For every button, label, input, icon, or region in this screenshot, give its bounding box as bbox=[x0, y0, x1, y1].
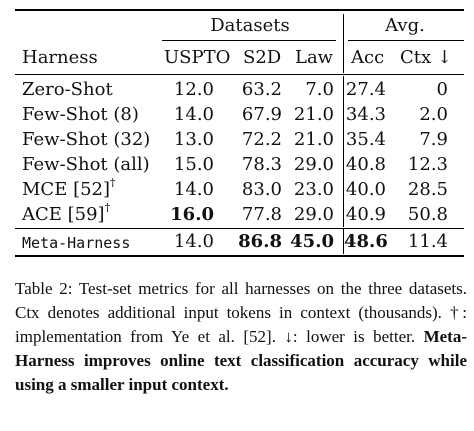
col-header-law: Law bbox=[295, 47, 334, 68]
row-cell-uspto: 12.0 bbox=[173, 79, 214, 100]
row-cell-uspto: 13.0 bbox=[173, 129, 214, 150]
row-cell-uspto: 14.0 bbox=[173, 104, 214, 125]
row-cell-ctx: 12.3 bbox=[407, 154, 448, 175]
table-caption: Table 2: Test-set metrics for all harnes… bbox=[15, 277, 467, 397]
row-name-text: MCE [52] bbox=[22, 179, 111, 200]
row-cell-uspto: 14.0 bbox=[173, 179, 214, 200]
row-cell-acc: 40.9 bbox=[345, 204, 386, 225]
row-cell-ctx: 7.9 bbox=[419, 129, 448, 150]
datasets-group-header: Datasets bbox=[210, 15, 290, 36]
final-row-law: 45.0 bbox=[290, 231, 334, 252]
final-row-uspto: 14.0 bbox=[173, 231, 214, 252]
row-name-text: ACE [59] bbox=[22, 204, 105, 225]
col-header-s2d: S2D bbox=[243, 47, 282, 68]
col-header-harness: Harness bbox=[22, 47, 98, 68]
row-cell-s2d: 72.2 bbox=[241, 129, 282, 150]
row-cell-acc: 34.3 bbox=[345, 104, 386, 125]
final-row-acc: 48.6 bbox=[344, 231, 388, 252]
avg-separator-body bbox=[343, 76, 344, 227]
avg-group-header: Avg. bbox=[385, 15, 425, 36]
col-header-ctx: Ctx ↓ bbox=[400, 47, 452, 68]
row-cell-s2d: 78.3 bbox=[241, 154, 282, 175]
row-name-text: Zero-Shot bbox=[22, 79, 113, 100]
col-header-uspto: USPTO bbox=[164, 47, 231, 68]
avg-underline bbox=[348, 40, 464, 41]
row-name: Few-Shot (8) bbox=[22, 103, 139, 127]
top-rule bbox=[15, 9, 464, 11]
final-row-name: Meta-Harness bbox=[22, 234, 131, 252]
row-name: ACE [59]† bbox=[22, 201, 111, 227]
row-cell-law: 29.0 bbox=[293, 204, 334, 225]
row-name-text: Few-Shot (8) bbox=[22, 104, 139, 125]
header-rule bbox=[15, 74, 464, 75]
row-name: Zero-Shot bbox=[22, 78, 113, 102]
row-cell-s2d: 83.0 bbox=[241, 179, 282, 200]
row-cell-law: 21.0 bbox=[293, 104, 334, 125]
row-cell-s2d: 77.8 bbox=[241, 204, 282, 225]
row-name-text: Few-Shot (32) bbox=[22, 129, 151, 150]
final-row-rule bbox=[15, 228, 464, 229]
row-cell-acc: 40.0 bbox=[345, 179, 386, 200]
row-cell-s2d: 67.9 bbox=[241, 104, 282, 125]
row-cell-law: 23.0 bbox=[293, 179, 334, 200]
row-cell-law: 21.0 bbox=[293, 129, 334, 150]
row-name-footnote-mark: † bbox=[104, 201, 111, 214]
final-row-ctx: 11.4 bbox=[407, 231, 448, 252]
row-cell-ctx: 28.5 bbox=[407, 179, 448, 200]
bottom-rule bbox=[15, 255, 464, 257]
row-cell-ctx: 2.0 bbox=[419, 104, 448, 125]
final-row-s2d: 86.8 bbox=[238, 231, 282, 252]
datasets-underline bbox=[162, 40, 336, 41]
row-name-footnote-mark: † bbox=[110, 176, 116, 189]
avg-separator-final bbox=[343, 229, 344, 254]
row-name: Few-Shot (32) bbox=[22, 128, 150, 152]
row-cell-law: 29.0 bbox=[293, 154, 334, 175]
row-cell-s2d: 63.2 bbox=[241, 79, 282, 100]
row-cell-ctx: 0 bbox=[436, 79, 448, 100]
row-cell-uspto: 15.0 bbox=[173, 154, 214, 175]
row-cell-acc: 40.8 bbox=[345, 154, 386, 175]
row-name-text: Few-Shot (all) bbox=[22, 154, 150, 175]
row-cell-ctx: 50.8 bbox=[407, 204, 448, 225]
row-cell-law: 7.0 bbox=[305, 79, 334, 100]
row-name: MCE [52]† bbox=[22, 176, 116, 202]
row-cell-acc: 35.4 bbox=[345, 129, 386, 150]
row-cell-acc: 27.4 bbox=[345, 79, 386, 100]
caption-bold-text: Meta-Harness improves online text classi… bbox=[15, 327, 468, 394]
caption-text: Test-set metrics for all harnesses on th… bbox=[15, 279, 467, 346]
row-name: Few-Shot (all) bbox=[22, 153, 150, 177]
avg-separator-top bbox=[343, 14, 344, 73]
col-header-acc: Acc bbox=[351, 47, 385, 68]
caption-label: Table 2: bbox=[15, 279, 73, 298]
row-cell-uspto: 16.0 bbox=[170, 204, 214, 225]
